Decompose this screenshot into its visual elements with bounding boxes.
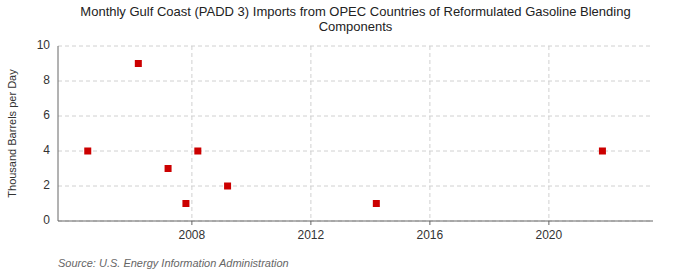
chart-svg: 0 2 4 6 8 10 2008 2012 2016 2020 Monthly Gulf Coas… <box>0 0 675 275</box>
y-tick-label: 0 <box>43 213 50 227</box>
source-note: Source: U.S. Energy Information Administ… <box>58 257 289 269</box>
x-tick-label: 2016 <box>417 228 444 242</box>
y-tick-label: 8 <box>43 73 50 87</box>
point <box>84 148 91 155</box>
point <box>182 200 189 207</box>
point <box>135 60 142 67</box>
y-tick-label: 4 <box>43 143 50 157</box>
y-axis-line <box>58 46 59 221</box>
y-tick-label: 2 <box>43 178 50 192</box>
y-grid-line <box>58 81 653 82</box>
x-tick <box>310 221 311 225</box>
x-tick-label: 2012 <box>298 228 325 242</box>
point <box>599 148 606 155</box>
x-grid-line <box>429 46 430 221</box>
points <box>84 60 606 207</box>
point <box>224 183 231 190</box>
x-grid-line <box>310 46 311 221</box>
chart-container: 0 2 4 6 8 10 2008 2012 2016 2020 Monthly Gulf Coas… <box>0 0 675 275</box>
x-grid-line <box>191 46 192 221</box>
grid <box>58 46 653 221</box>
x-axis-line <box>58 221 653 222</box>
point <box>194 148 201 155</box>
x-tick-label: 2008 <box>179 228 206 242</box>
x-tick <box>191 221 192 225</box>
y-tick-label: 10 <box>37 38 51 52</box>
point <box>373 200 380 207</box>
title: Monthly Gulf Coast (PADD 3) Imports from… <box>80 4 630 34</box>
background <box>0 0 675 275</box>
y-grid-line <box>58 186 653 187</box>
y-axis-label: Thousand Barrels per Day <box>6 69 18 198</box>
y-tick-label: 6 <box>43 108 50 122</box>
x-tick <box>548 221 549 225</box>
point <box>165 165 172 172</box>
x-tick-label: 2020 <box>536 228 563 242</box>
y-grid-line <box>58 116 653 117</box>
y-grid-line <box>58 46 653 47</box>
y-grid-line <box>58 221 653 222</box>
x-grid-line <box>548 46 549 221</box>
x-tick <box>429 221 430 225</box>
y-grid-line <box>58 151 653 152</box>
